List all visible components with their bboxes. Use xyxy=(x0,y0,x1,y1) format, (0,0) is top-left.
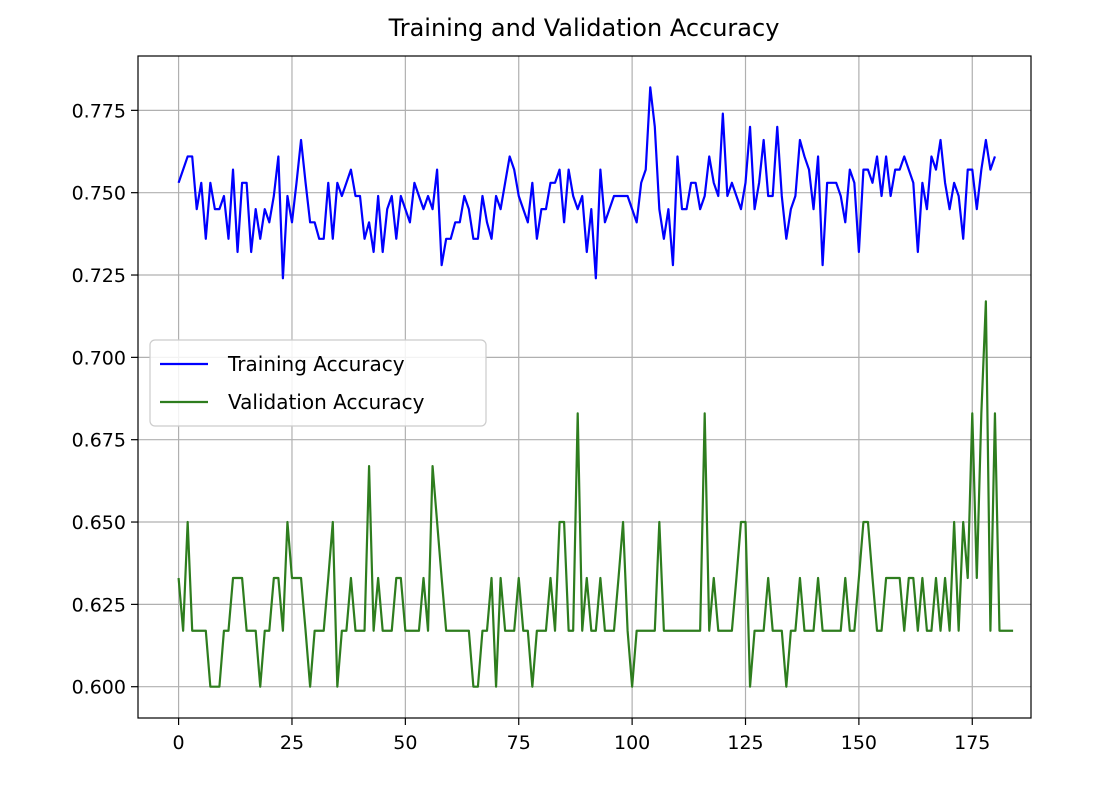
legend: Training Accuracy Validation Accuracy xyxy=(149,339,487,427)
y-tick-label: 0.625 xyxy=(72,594,126,616)
axis-ticks: 0 25 50 75 100 125 150 175 0.600 0.625 0.650 0.675 0… xyxy=(72,100,991,754)
x-tick-label: 25 xyxy=(280,732,304,754)
x-tick-label: 75 xyxy=(507,732,531,754)
y-tick-label: 0.750 xyxy=(72,183,126,205)
chart-title: Training and Validation Accuracy xyxy=(388,14,780,42)
legend-label: Training Accuracy xyxy=(227,352,405,376)
y-tick-label: 0.675 xyxy=(72,430,126,452)
x-tick-label: 0 xyxy=(173,732,185,754)
x-tick-label: 150 xyxy=(841,732,877,754)
y-tick-label: 0.600 xyxy=(72,677,126,699)
x-tick-label: 50 xyxy=(393,732,417,754)
y-tick-label: 0.700 xyxy=(72,347,126,369)
series-lines xyxy=(177,86,1014,688)
legend-box xyxy=(149,339,487,427)
training-accuracy-line xyxy=(177,86,996,280)
validation-accuracy-line xyxy=(177,300,1014,688)
y-tick-label: 0.725 xyxy=(72,265,126,287)
x-tick-label: 100 xyxy=(614,732,650,754)
legend-label: Validation Accuracy xyxy=(228,390,425,414)
x-tick-label: 175 xyxy=(954,732,990,754)
y-tick-label: 0.775 xyxy=(72,100,126,122)
x-tick-label: 125 xyxy=(727,732,763,754)
plot-frame xyxy=(137,55,1032,719)
y-tick-label: 0.650 xyxy=(72,512,126,534)
